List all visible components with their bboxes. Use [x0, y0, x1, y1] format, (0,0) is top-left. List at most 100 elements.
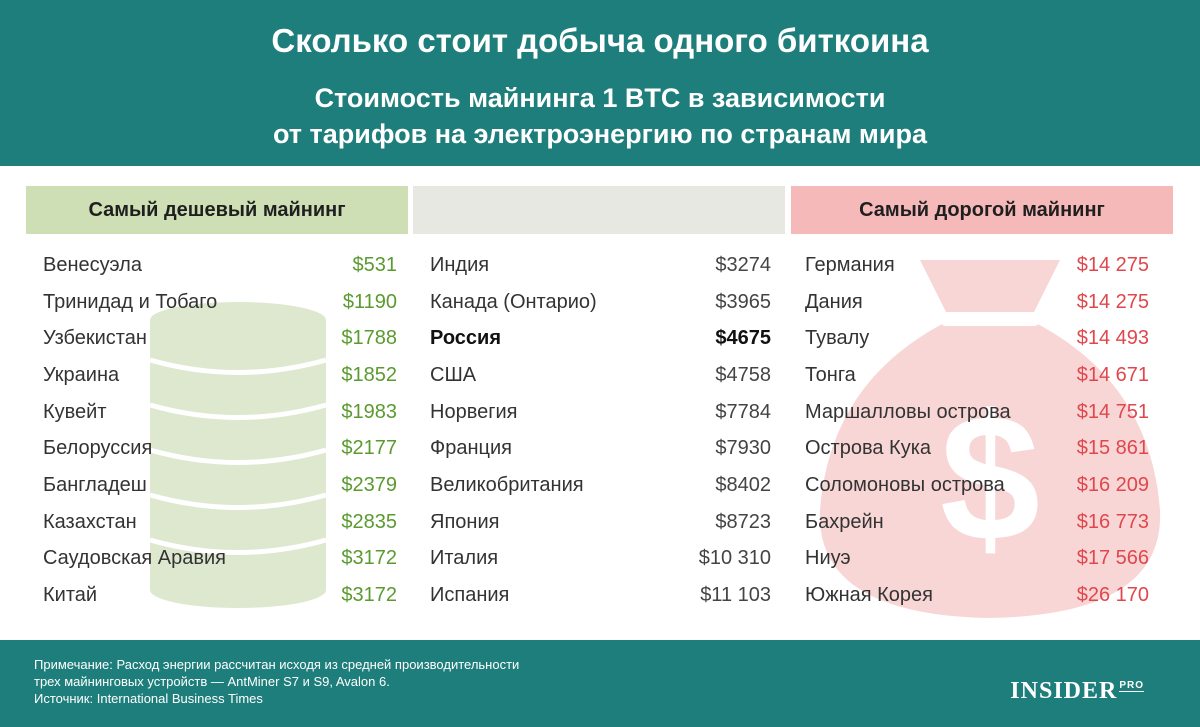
- page-title: Сколько стоит добыча одного биткоина: [271, 22, 929, 59]
- list-item: Соломоновы острова $16 209: [805, 467, 1149, 504]
- list-item: Острова Кука $15 861: [805, 430, 1149, 467]
- money-bag-icon: $: [819, 260, 1161, 618]
- mining-cost: $1983: [341, 400, 397, 423]
- mining-cost: $2177: [341, 437, 397, 460]
- list-item: Италия $10 310: [430, 541, 771, 578]
- cheapest-list: Венесуэла $531 Тринидад и Тобаго $1190 Узбек…: [43, 247, 397, 614]
- middle-list: Индия $3274 Канада (Онтарио) $3965 Россия $46…: [430, 247, 771, 614]
- mining-cost: $3274: [715, 253, 771, 276]
- list-item: Тринидад и Тобаго $1190: [43, 284, 397, 321]
- mining-cost: $16 209: [1076, 473, 1149, 496]
- mining-cost: $531: [352, 253, 398, 276]
- list-item: Украина $1852: [43, 357, 397, 394]
- list-item: Япония $8723: [430, 504, 771, 541]
- middle-heading: [413, 186, 785, 234]
- country-name: Япония: [430, 510, 500, 533]
- footnote: Примечание: Расход энергии рассчитан исх…: [34, 656, 519, 707]
- note-line-1: Примечание: Расход энергии рассчитан исх…: [34, 657, 520, 672]
- mining-cost: $1190: [342, 290, 397, 313]
- list-item: Германия $14 275: [805, 247, 1149, 284]
- mining-cost: $3965: [715, 290, 771, 313]
- list-item: Саудовская Аравия $3172: [43, 541, 397, 578]
- list-item: Бангладеш $2379: [43, 467, 397, 504]
- mining-cost: $15 861: [1076, 437, 1149, 460]
- cheapest-heading: Самый дешевый майнинг: [26, 186, 408, 234]
- list-item: Казахстан $2835: [43, 504, 397, 541]
- mining-cost: $2379: [341, 473, 397, 496]
- country-name: Бангладеш: [43, 473, 147, 496]
- country-name: Ниуэ: [805, 547, 851, 570]
- mining-cost: $8723: [715, 510, 771, 533]
- mining-cost: $1788: [341, 327, 397, 350]
- mining-cost: $4675: [715, 327, 771, 350]
- mining-cost: $14 671: [1076, 363, 1149, 386]
- country-name: Венесуэла: [43, 253, 142, 276]
- country-name: Украина: [43, 363, 120, 386]
- country-name: Бахрейн: [805, 510, 884, 533]
- source-line: Источник: International Business Times: [34, 691, 263, 706]
- mining-cost: $4758: [715, 363, 771, 386]
- country-name: Италия: [430, 547, 499, 570]
- header-banner: Сколько стоит добыча одного биткоина Сто…: [0, 0, 1200, 166]
- list-item: Дания $14 275: [805, 284, 1149, 321]
- mining-cost: $7784: [715, 400, 771, 423]
- list-item: Тувалу $14 493: [805, 320, 1149, 357]
- note-line-2: трех майнинговых устройств — AntMiner S7…: [34, 674, 390, 689]
- mining-cost: $14 751: [1076, 400, 1149, 423]
- country-name: Острова Кука: [805, 437, 932, 460]
- list-item: Южная Корея $26 170: [805, 577, 1149, 614]
- mining-cost: $2835: [341, 510, 397, 533]
- list-item: Бахрейн $16 773: [805, 504, 1149, 541]
- country-name: Саудовская Аравия: [43, 547, 227, 570]
- country-name: Белоруссия: [43, 437, 153, 460]
- country-name: Индия: [430, 253, 490, 276]
- mining-cost: $16 773: [1076, 510, 1149, 533]
- country-name: Франция: [430, 437, 512, 460]
- svg-text:$: $: [940, 378, 1040, 579]
- mining-cost: $1852: [341, 363, 397, 386]
- list-item: Ниуэ $17 566: [805, 541, 1149, 578]
- country-name: Китай: [43, 584, 98, 607]
- mining-cost: $14 275: [1076, 290, 1149, 313]
- country-name: Тонга: [805, 363, 856, 386]
- mining-cost: $14 493: [1076, 327, 1149, 350]
- country-name: Норвегия: [430, 400, 518, 423]
- country-name: Казахстан: [43, 510, 137, 533]
- list-item: Испания $11 103: [430, 577, 771, 614]
- expensive-heading: Самый дорогой майнинг: [791, 186, 1173, 234]
- country-name: Тринидад и Тобаго: [43, 290, 218, 313]
- list-item: Кувейт $1983: [43, 394, 397, 431]
- country-name: Испания: [430, 584, 510, 607]
- list-item: Канада (Онтарио) $3965: [430, 284, 771, 321]
- list-item: Индия $3274: [430, 247, 771, 284]
- mining-cost: $7930: [715, 437, 771, 460]
- list-item: Великобритания $8402: [430, 467, 771, 504]
- coin-stack-icon: [149, 302, 327, 608]
- list-item: Франция $7930: [430, 430, 771, 467]
- country-name: Германия: [805, 253, 895, 276]
- list-item: Узбекистан $1788: [43, 320, 397, 357]
- country-name: Кувейт: [43, 400, 107, 423]
- mining-cost: $3172: [341, 584, 397, 607]
- subtitle-line-2: от тарифов на электроэнергию по странам …: [272, 119, 928, 149]
- footer: Примечание: Расход энергии рассчитан исх…: [0, 640, 1200, 727]
- country-name: Маршалловы острова: [805, 400, 1011, 423]
- list-item: Норвегия $7784: [430, 394, 771, 431]
- list-item: США $4758: [430, 357, 771, 394]
- country-name: Великобритания: [430, 473, 584, 496]
- mining-cost: $3172: [341, 547, 397, 570]
- mining-cost: $11 103: [700, 584, 771, 607]
- mining-cost: $26 170: [1076, 584, 1149, 607]
- country-name: Дания: [805, 290, 863, 313]
- list-item: Тонга $14 671: [805, 357, 1149, 394]
- mining-cost: $17 566: [1076, 547, 1149, 570]
- mining-cost: $14 275: [1076, 253, 1149, 276]
- mining-cost: $10 310: [698, 547, 771, 570]
- subtitle-line-1: Стоимость майнинга 1 BTC в зависимости: [314, 83, 886, 113]
- brand-name: INSIDER: [1010, 678, 1118, 704]
- country-name: Соломоновы острова: [805, 473, 1005, 496]
- mining-cost: $8402: [715, 473, 771, 496]
- expensive-list: Германия $14 275 Дания $14 275 Тувалу $14 493…: [805, 247, 1149, 614]
- list-item: Китай $3172: [43, 577, 397, 614]
- list-item: Белоруссия $2177: [43, 430, 397, 467]
